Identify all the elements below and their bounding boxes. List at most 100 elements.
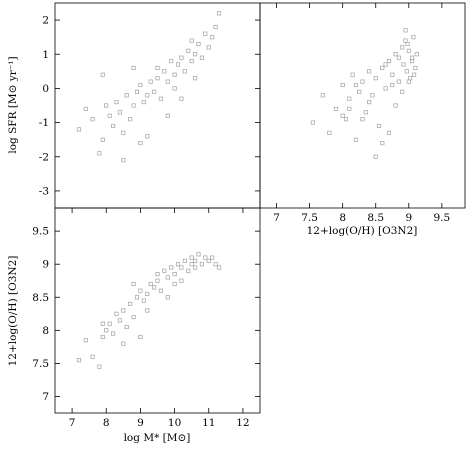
data-point [114, 311, 119, 316]
data-point [383, 86, 388, 91]
x-tick-label: 8.5 [367, 212, 384, 224]
data-point [386, 130, 392, 135]
data-point [111, 331, 116, 336]
data-point [383, 62, 388, 67]
data-point [90, 117, 95, 122]
data-point [406, 79, 411, 84]
data-point [131, 65, 136, 70]
data-point [131, 281, 136, 287]
data-point [100, 334, 105, 340]
data-point [155, 76, 160, 81]
data-point [400, 45, 405, 50]
data-point [370, 93, 375, 98]
x-tick-label: 7 [273, 212, 280, 224]
data-point [97, 151, 102, 156]
data-point [380, 141, 385, 146]
x-tick-label: 10 [168, 417, 181, 429]
data-point [373, 76, 378, 81]
data-point [396, 79, 401, 84]
data-point [189, 262, 194, 267]
data-point [347, 106, 352, 111]
x-axis-label: log M* [M⊙] [124, 432, 191, 444]
data-point [141, 100, 146, 105]
data-point [172, 281, 177, 287]
data-point [90, 354, 95, 359]
data-point [186, 268, 191, 273]
data-point [155, 65, 160, 70]
data-point [145, 134, 150, 139]
y-tick-label: 9.5 [32, 226, 49, 238]
data-point [138, 334, 143, 340]
y-tick-label: -1 [39, 117, 49, 129]
data-point [393, 52, 398, 57]
data-point [162, 69, 167, 74]
panel-bottom-left-metallicity-vs-mass: 7 7.5 8 8.5 9 9.5 7 8 9 10 11 12 12+log(O/H) [O3N2]… [7, 207, 261, 444]
data-point [152, 89, 157, 94]
data-point [210, 255, 215, 260]
data-point [155, 278, 160, 283]
data-point [158, 96, 163, 101]
data-point [148, 281, 153, 287]
data-point [320, 93, 325, 98]
data-point [83, 106, 88, 111]
data-point [165, 79, 170, 84]
data-point [128, 117, 133, 122]
data-point [117, 110, 122, 115]
data-point [76, 358, 81, 363]
data-point [390, 72, 395, 77]
data-point [216, 265, 222, 270]
data-point [179, 265, 184, 270]
data-point [357, 89, 362, 94]
data-point [100, 137, 105, 142]
panel-top-right-sfr-vs-metallicity: 7 7.5 8 8.5 9 9.5 12+log(O/H) [O3N2] [259, 2, 466, 237]
data-point [107, 113, 112, 118]
data-point [97, 364, 102, 369]
y-axis-label: log SFR [M⊙ yr⁻¹] [7, 56, 19, 153]
x-tick-label: 7 [69, 417, 76, 429]
data-point [145, 93, 150, 98]
data-point [117, 318, 122, 323]
data-point [124, 324, 129, 330]
data-point [138, 141, 143, 146]
data-point [134, 89, 140, 94]
data-point [199, 262, 204, 267]
data-point [193, 52, 198, 57]
data-point [138, 82, 143, 88]
data-point [162, 268, 167, 273]
data-point [138, 288, 143, 293]
panel-top-left-sfr-vs-mass: -3 -2 -1 0 1 2 log SFR [M⊙ yr⁻¹] [7, 2, 261, 209]
y-tick-label: -3 [39, 185, 49, 197]
data-point [172, 86, 177, 91]
y-tick-label: 7.5 [32, 358, 49, 370]
data-point [210, 35, 215, 40]
x-tick-label: 11 [202, 417, 215, 429]
data-point [367, 100, 372, 105]
data-point [155, 272, 160, 277]
data-point [172, 272, 177, 277]
data-point [414, 52, 419, 57]
data-point [175, 262, 181, 267]
data-point [203, 255, 208, 260]
data-point [193, 258, 198, 263]
data-point [100, 321, 105, 326]
x-tick-label: 9.5 [434, 212, 451, 224]
data-point [406, 48, 411, 53]
data-point [104, 328, 109, 333]
data-point [310, 120, 315, 125]
data-point [412, 72, 417, 77]
data-point [189, 255, 194, 260]
data-point [347, 96, 352, 101]
data-point [148, 79, 153, 84]
data-point [83, 338, 88, 343]
data-point [114, 100, 119, 105]
data-point [333, 106, 339, 111]
y-tick-label: 7 [42, 391, 49, 403]
data-point [179, 55, 184, 60]
data-point [100, 72, 105, 77]
data-point [353, 137, 358, 142]
y-axis-label: 12+log(O/H) [O3N2] [7, 256, 19, 367]
data-point [107, 321, 112, 326]
data-point [124, 93, 129, 98]
data-point [401, 62, 406, 67]
